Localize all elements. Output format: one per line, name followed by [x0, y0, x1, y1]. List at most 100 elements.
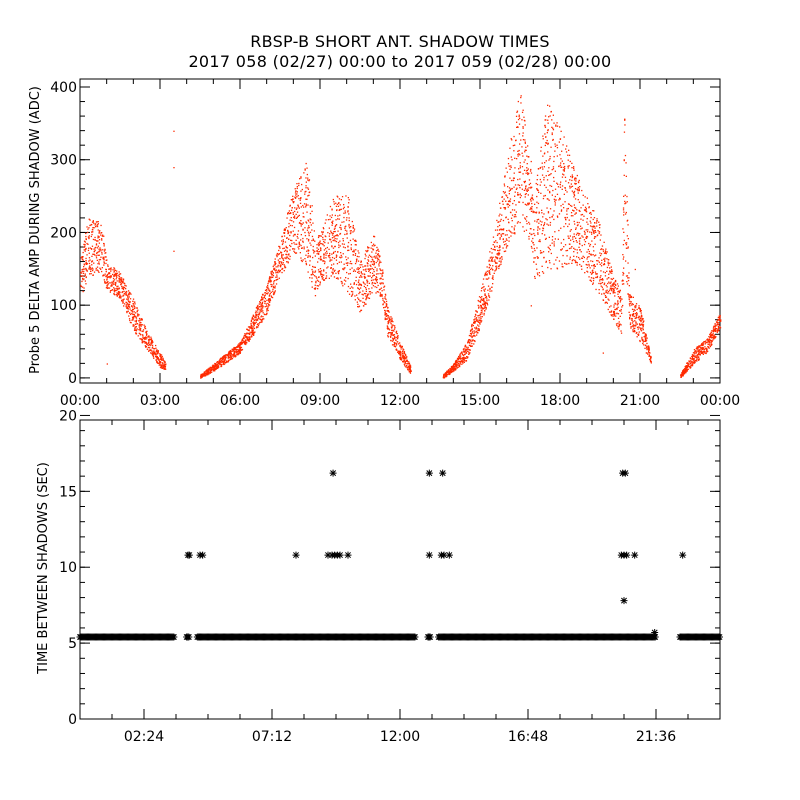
data-point [312, 274, 314, 276]
data-point [532, 211, 534, 214]
data-point [380, 293, 382, 296]
data-point [537, 189, 539, 192]
data-point [624, 124, 626, 126]
data-point [481, 296, 483, 298]
data-point [517, 100, 519, 103]
data-point [219, 360, 221, 362]
data-point [336, 234, 338, 237]
data-point [531, 196, 533, 198]
data-point [367, 280, 369, 283]
data-point [617, 285, 619, 287]
data-point [492, 244, 494, 246]
data-point [202, 373, 204, 375]
data-point [632, 329, 634, 331]
data-point [352, 224, 354, 227]
data-point [103, 274, 105, 277]
data-point [607, 261, 609, 263]
data-point [254, 312, 257, 314]
data-point [625, 211, 627, 214]
data-point [325, 219, 327, 221]
data-point [601, 248, 603, 250]
data-point [374, 255, 376, 257]
data-point [511, 214, 514, 216]
data-point [380, 261, 382, 263]
data-point [614, 287, 617, 289]
data-point [119, 281, 121, 283]
data-point [530, 210, 533, 212]
data-point [513, 209, 516, 211]
data-point [84, 250, 86, 252]
data-point [231, 355, 233, 358]
data-point [329, 260, 331, 262]
data-point [460, 352, 462, 354]
data-point [340, 280, 342, 283]
data-point [258, 317, 260, 319]
data-point [290, 232, 292, 234]
data-point [365, 287, 367, 289]
data-point [580, 251, 582, 253]
data-point [102, 256, 104, 258]
data-point [119, 294, 121, 296]
data-point [289, 249, 291, 251]
data-point [544, 133, 546, 135]
data-point [552, 214, 554, 216]
data-point [91, 261, 93, 263]
data-point [158, 362, 160, 364]
data-point [521, 146, 523, 148]
data-point [470, 345, 473, 347]
data-point [85, 283, 87, 285]
data-point [569, 256, 571, 258]
data-point [406, 367, 408, 369]
data-point [334, 245, 336, 248]
data-point [275, 266, 277, 268]
data-point [279, 246, 281, 248]
data-point [355, 276, 357, 278]
data-point [246, 337, 249, 339]
data-point [556, 215, 559, 217]
data-point [347, 290, 349, 293]
data-point [557, 238, 559, 240]
data-point [633, 329, 636, 332]
data-point [206, 370, 209, 372]
data-point [132, 303, 135, 305]
data-point [407, 366, 409, 368]
data-point [387, 336, 389, 338]
data-point [512, 202, 514, 205]
data-point [634, 307, 636, 309]
chart-subtitle: 2017 058 (02/27) 00:00 to 2017 059 (02/2… [188, 52, 612, 71]
data-point [471, 329, 473, 331]
data-point [117, 285, 119, 287]
data-point [500, 228, 502, 230]
data-point [303, 248, 305, 250]
data-point [281, 257, 283, 259]
data-point [125, 293, 127, 295]
data-point [617, 300, 619, 302]
data-point [636, 323, 638, 325]
data-point [150, 352, 152, 354]
data-point [114, 290, 116, 292]
data-point [131, 319, 133, 321]
data-point [301, 260, 303, 263]
data-point [115, 275, 118, 277]
data-point [395, 332, 398, 334]
data-point [491, 267, 493, 269]
data-point [553, 210, 555, 212]
data-point [135, 323, 137, 325]
data-point [289, 224, 292, 227]
data-point [642, 325, 644, 327]
data-point [209, 372, 212, 374]
data-point [386, 327, 388, 329]
data-point [378, 250, 380, 252]
data-point [629, 300, 631, 302]
data-point [279, 247, 281, 249]
data-point [319, 268, 322, 270]
data-point [501, 229, 503, 231]
data-point [352, 291, 354, 293]
data-point [505, 243, 507, 245]
data-point [147, 344, 149, 347]
data-point [339, 240, 341, 242]
data-point [227, 357, 229, 359]
data-point [354, 299, 356, 301]
data-point [590, 211, 592, 214]
